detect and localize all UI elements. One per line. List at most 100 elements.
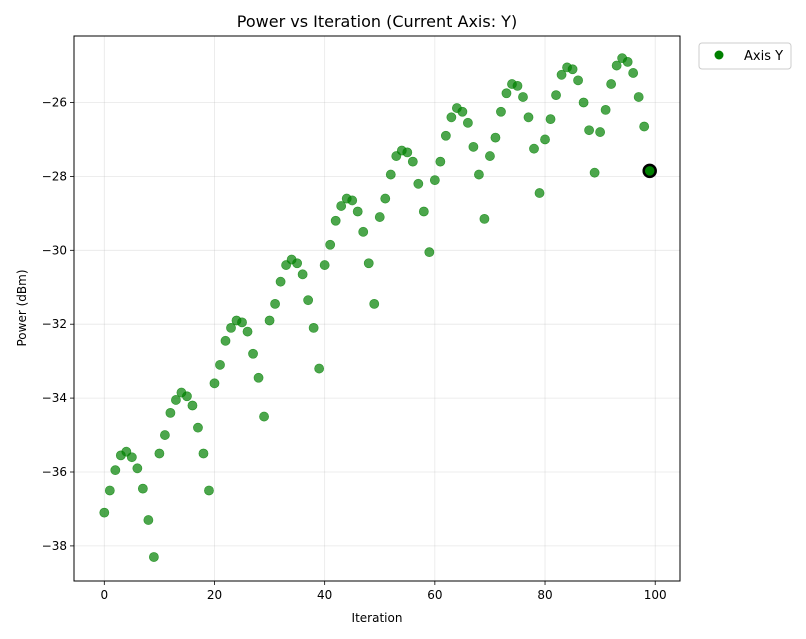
x-axis-ticks: 0 20 40 60 80 100 — [100, 581, 667, 602]
data-point — [429, 175, 440, 186]
legend-label-axis-y: Axis Y — [744, 49, 783, 64]
data-point — [567, 64, 578, 75]
x-tick-label: 40 — [317, 588, 332, 602]
data-point — [292, 258, 303, 269]
data-point — [352, 206, 363, 217]
data-point — [99, 507, 110, 518]
data-point — [259, 411, 269, 422]
data-point — [462, 117, 473, 128]
data-point — [413, 178, 424, 189]
data-point — [171, 395, 181, 405]
legend-frame — [698, 42, 792, 70]
data-point — [523, 112, 534, 123]
data-point — [330, 215, 341, 226]
data-point — [204, 485, 214, 496]
data-point — [595, 127, 606, 137]
data-point — [485, 151, 495, 161]
data-point — [209, 378, 220, 389]
data-point — [435, 156, 446, 167]
data-point — [512, 80, 523, 91]
data-point — [275, 276, 286, 287]
data-point — [600, 104, 611, 115]
data-point — [540, 134, 550, 145]
data-point — [182, 391, 192, 402]
chart-title: Power vs Iteration (Current Axis: Y) — [237, 12, 517, 31]
data-point — [639, 121, 650, 132]
x-tick-label: 20 — [207, 588, 222, 602]
data-point — [237, 317, 247, 328]
data-point — [248, 348, 258, 359]
y-tick-label: −30 — [42, 243, 67, 257]
data-point — [253, 372, 264, 383]
data-point — [336, 201, 347, 211]
data-point — [407, 156, 418, 167]
data-point — [314, 363, 325, 374]
y-tick-label: −38 — [42, 539, 67, 553]
data-point — [402, 147, 413, 158]
data-point — [611, 60, 622, 71]
data-point — [325, 239, 336, 250]
x-tick-label: 80 — [537, 588, 552, 602]
data-point — [358, 226, 369, 237]
data-point — [418, 206, 429, 217]
data-point — [126, 452, 137, 463]
data-point — [606, 79, 617, 89]
data-points — [99, 53, 655, 562]
y-tick-label: −26 — [42, 96, 67, 110]
data-point — [165, 407, 176, 418]
data-point — [198, 448, 209, 459]
x-tick-label: 100 — [644, 588, 667, 602]
data-point — [132, 463, 143, 474]
data-point — [628, 68, 639, 78]
data-point — [159, 430, 170, 440]
data-point — [501, 88, 512, 99]
data-point — [242, 326, 253, 337]
data-point — [385, 169, 396, 180]
data-point — [518, 92, 528, 102]
y-tick-label: −32 — [42, 317, 67, 331]
data-point — [380, 193, 391, 204]
data-point — [479, 213, 490, 224]
data-point — [374, 212, 385, 222]
y-tick-label: −28 — [42, 169, 67, 183]
y-axis-ticks: −38 −36 −34 −32 −30 −28 −26 — [42, 96, 74, 553]
data-point — [297, 269, 308, 280]
data-point — [270, 298, 280, 309]
data-point — [303, 295, 314, 306]
legend-marker — [714, 50, 724, 60]
data-point — [474, 169, 484, 180]
data-point — [143, 515, 154, 525]
data-point — [573, 75, 583, 86]
legend: Axis Y — [698, 42, 792, 70]
data-point — [468, 141, 479, 152]
data-point — [226, 322, 236, 333]
data-point — [446, 112, 457, 123]
data-point — [578, 97, 589, 108]
x-tick-label: 0 — [100, 588, 108, 602]
x-axis-label: Iteration — [352, 611, 403, 625]
data-point — [137, 483, 148, 494]
data-point — [440, 130, 451, 141]
data-point — [589, 167, 600, 178]
data-point — [496, 106, 506, 117]
data-point — [457, 106, 468, 117]
data-point — [584, 125, 594, 136]
data-point — [347, 195, 358, 206]
data-point — [187, 400, 198, 411]
data-point — [264, 315, 275, 326]
data-point — [154, 448, 165, 459]
data-point — [622, 56, 633, 67]
data-point — [215, 359, 225, 370]
y-axis-label: Power (dBm) — [15, 270, 29, 347]
data-point — [529, 143, 539, 154]
data-point — [490, 132, 501, 143]
x-tick-label: 60 — [427, 588, 442, 602]
data-point — [220, 335, 231, 346]
data-point — [104, 485, 115, 496]
data-point — [308, 322, 319, 333]
data-point — [424, 247, 435, 258]
data-point — [193, 422, 203, 433]
data-point — [534, 188, 545, 198]
data-point — [369, 298, 380, 309]
